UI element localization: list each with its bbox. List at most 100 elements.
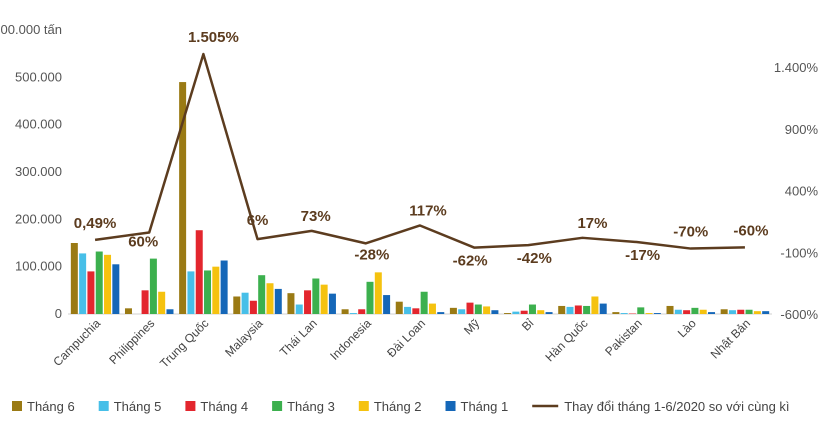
x-tick-label: Lào — [675, 316, 699, 340]
x-tick-label: Malaysia — [222, 316, 266, 360]
bar — [412, 308, 420, 314]
line-data-label: -17% — [625, 247, 660, 264]
line-data-label: -70% — [673, 224, 708, 241]
bar — [683, 310, 691, 314]
legend-label: Tháng 3 — [287, 399, 335, 414]
bar — [620, 313, 628, 314]
bar — [112, 264, 120, 314]
line-data-label: 17% — [577, 215, 607, 232]
y-tick-label: 300.000 — [15, 164, 62, 179]
bar — [87, 271, 95, 314]
bar — [449, 307, 457, 314]
line-data-label: 0,49% — [74, 215, 117, 232]
bar — [149, 258, 157, 314]
line-series — [94, 52, 745, 250]
legend-label: Tháng 1 — [461, 399, 509, 414]
bar — [220, 260, 228, 314]
y-tick-label: 0 — [55, 306, 62, 321]
bar — [491, 310, 499, 314]
legend-label: Tháng 5 — [114, 399, 162, 414]
bar — [728, 310, 736, 314]
bar — [420, 291, 428, 314]
bar — [404, 306, 412, 314]
line-data-label: -28% — [354, 246, 389, 263]
legend-swatch — [358, 401, 369, 411]
bar — [366, 281, 374, 314]
bar — [691, 307, 699, 314]
bar — [566, 306, 574, 314]
x-tick-label: Đài Loan — [384, 316, 428, 360]
line-series-path — [94, 52, 745, 250]
bar — [637, 307, 645, 314]
bar — [737, 309, 745, 314]
y-tick-label: 600.000 tấn — [0, 22, 62, 37]
bar — [528, 304, 536, 314]
legend-label: Thay đổi tháng 1-6/2020 so với cùng kì — [564, 399, 789, 414]
bar — [187, 271, 195, 314]
legend-swatch — [98, 401, 109, 411]
bar — [483, 306, 491, 314]
legend-label: Tháng 6 — [27, 399, 75, 414]
line-data-label: 73% — [301, 208, 331, 225]
bar — [520, 310, 528, 314]
bar — [591, 296, 599, 314]
x-tick-label: Hàn Quốc — [542, 316, 590, 364]
line-data-label: 117% — [409, 202, 447, 219]
bar — [708, 312, 716, 314]
bar — [341, 309, 349, 314]
y-tick-label: 100.000 — [15, 259, 62, 274]
legend-swatch — [185, 401, 196, 411]
bar — [383, 295, 391, 314]
bar — [212, 266, 220, 314]
bar — [395, 301, 403, 314]
bar — [312, 278, 320, 314]
bar — [166, 309, 174, 314]
bar — [104, 254, 112, 314]
bar — [141, 290, 149, 314]
x-tick-label: Campuchia — [50, 316, 103, 369]
y-tick-label: 200.000 — [15, 211, 62, 226]
x-axis-ticks: Campuchia Philippines Trung Quốc Malaysia Th… — [50, 316, 753, 371]
bar — [583, 305, 591, 314]
bar — [745, 309, 753, 314]
line-data-label: -62% — [453, 253, 488, 270]
bar — [349, 313, 357, 314]
y2-tick-label: -100% — [780, 245, 818, 260]
bar — [545, 312, 553, 314]
legend: Tháng 6 Tháng 5 Tháng 4 Tháng 3 Tháng 2 Tháng… — [12, 399, 790, 414]
line-data-label: 60% — [128, 234, 158, 251]
x-tick-label: Indonesia — [327, 316, 374, 363]
bar — [233, 296, 241, 314]
bar — [512, 311, 520, 314]
bar — [466, 302, 474, 314]
bar — [304, 290, 312, 314]
bar — [504, 313, 512, 314]
x-tick-label: Pakistan — [602, 316, 644, 358]
bar — [612, 312, 620, 314]
bar — [70, 243, 78, 314]
line-data-label: -42% — [517, 250, 552, 267]
bars — [70, 82, 770, 314]
bar — [699, 309, 707, 314]
bar — [653, 313, 661, 314]
bar — [762, 311, 770, 314]
x-tick-label: Trung Quốc — [157, 316, 211, 370]
bar — [266, 283, 274, 314]
line-data-labels: 0,49% 60% 1.505% 6% 73% -28% 117% -62% -42% 17% -1… — [74, 29, 769, 269]
y2-tick-label: 400% — [785, 184, 819, 199]
bar — [249, 300, 257, 314]
bar — [274, 288, 282, 314]
y2-tick-label: 900% — [785, 122, 819, 137]
bar — [753, 311, 761, 314]
bar — [204, 270, 212, 314]
bar — [241, 292, 249, 314]
legend-swatch — [272, 401, 283, 411]
bar — [328, 293, 336, 314]
bar — [320, 284, 328, 314]
bar — [258, 275, 266, 314]
bar — [558, 305, 566, 314]
y2-axis-ticks: -600% -100% 400% 900% 1.400% — [774, 60, 819, 322]
legend-swatch — [445, 401, 456, 411]
x-tick-label: Philippines — [106, 316, 157, 367]
